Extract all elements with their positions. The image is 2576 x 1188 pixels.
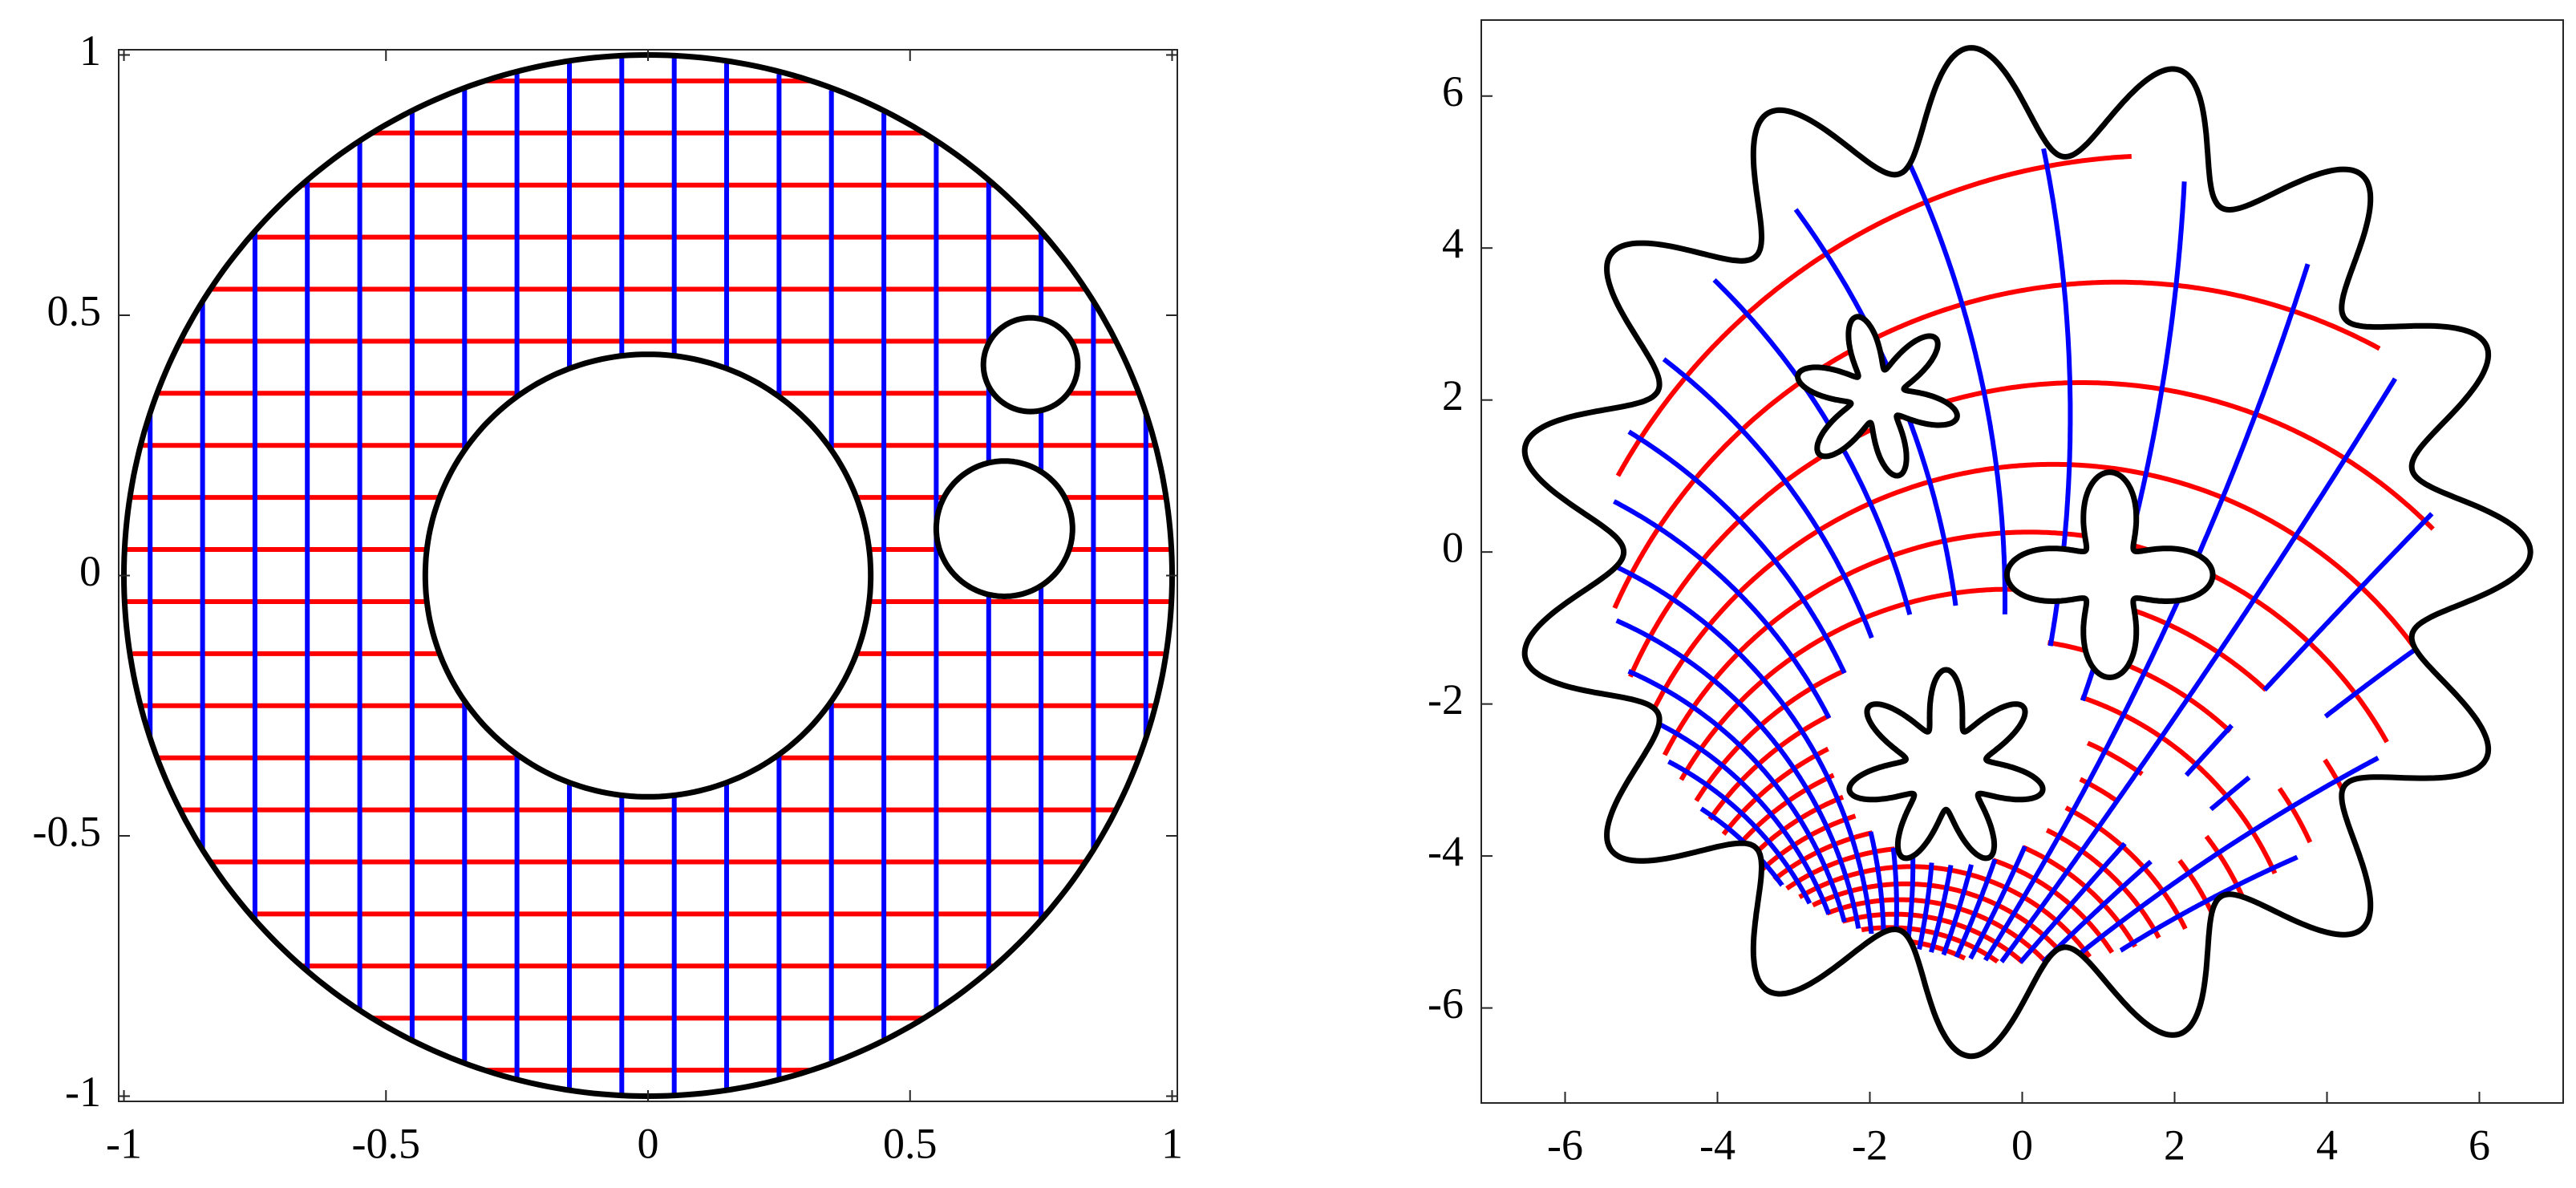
x-tick-label: -0.5 [352, 1119, 420, 1167]
mapped-vertical-line [1667, 759, 1813, 905]
mapped-horizontal-line [2064, 805, 2188, 931]
x-tick-label: -1 [106, 1119, 142, 1167]
mapped-vertical-line [1954, 858, 1998, 959]
mapped-horizontal-line [2277, 787, 2313, 844]
y-tick-label: 2 [1442, 371, 1464, 420]
x-tick-label: -6 [1547, 1121, 1583, 1169]
mapped-horizontal-line [1798, 864, 2092, 959]
mapped-vertical-line [1905, 156, 2007, 614]
mapped-horizontal-line [1645, 461, 2423, 724]
mapped-lines [1610, 148, 2435, 964]
mapped-vertical-line [2323, 641, 2425, 719]
mapped-horizontal-line [1748, 794, 1845, 862]
inner-boundary [933, 458, 1075, 600]
mapped-horizontal-line [1679, 586, 2268, 781]
mapped-vertical-line [1662, 357, 1874, 639]
inner-boundary [1795, 314, 1960, 479]
mapped-vertical-line [2071, 756, 2380, 962]
y-tick-label: 0 [79, 547, 101, 595]
mapped-vertical-line [1615, 618, 1861, 929]
x-tick-label: -4 [1699, 1121, 1736, 1169]
mapped-vertical-line [1627, 429, 1847, 675]
mapped-vertical-line [2262, 512, 2434, 692]
outer-boundary [1521, 45, 2533, 1060]
mapped-horizontal-line [2045, 828, 2161, 939]
mapped-vertical-line [1793, 208, 1958, 606]
y-tick-label: 4 [1442, 220, 1464, 268]
x-tick-label: 1 [1161, 1119, 1183, 1167]
mapped-vertical-line [1613, 499, 1832, 720]
inner-boundary [422, 351, 874, 800]
mapped-horizontal-line [1760, 813, 1857, 871]
mapped-horizontal-line [2204, 834, 2246, 899]
mapped-horizontal-line [1662, 529, 2389, 756]
y-tick-label: -0.5 [33, 807, 101, 855]
x-tick-label: 6 [2469, 1121, 2490, 1169]
y-tick-label: 0.5 [47, 286, 102, 335]
mapped-vertical-line [1929, 865, 1954, 953]
mapped-horizontal-line [1615, 154, 2132, 477]
inner-boundary [2004, 469, 2216, 681]
mapped-horizontal-line [1887, 937, 1966, 961]
mapped-vertical-line [2019, 841, 2127, 964]
mapped-vertical-line [1983, 263, 2311, 962]
x-tick-label: 0.5 [883, 1119, 938, 1167]
mapped-vertical-line [1968, 845, 2027, 960]
mapped-vertical-line [2184, 724, 2234, 777]
y-tick-label: 0 [1442, 524, 1464, 572]
x-tick-label: -2 [1852, 1121, 1888, 1169]
inner-boundary [980, 314, 1081, 415]
mapped-horizontal-line [2086, 740, 2144, 776]
y-tick-label: -2 [1428, 675, 1464, 724]
plot-1 [1521, 45, 2533, 1060]
mapped-vertical-line [2119, 854, 2299, 953]
mapped-vertical-line [1644, 715, 1831, 915]
mapped-horizontal-line [1694, 667, 1847, 802]
mapped-horizontal-line [1721, 746, 1829, 836]
x-tick-label: 4 [2316, 1121, 2338, 1169]
x-tick-label: 2 [2164, 1121, 2185, 1169]
plot-0 [120, 51, 1176, 1100]
mapped-vertical-line [1868, 831, 1886, 939]
inner-boundary [1846, 667, 2046, 862]
y-tick-label: 1 [79, 26, 101, 75]
mapped-horizontal-line [1825, 897, 2047, 964]
mapped-vertical-line [2209, 775, 2251, 812]
mapped-vertical-line [1905, 858, 1916, 947]
x-tick-label: 0 [2011, 1121, 2033, 1169]
y-tick-label: 6 [1442, 67, 1464, 116]
mapped-vertical-line [1941, 864, 1974, 956]
mapped-horizontal-line [1735, 772, 1835, 849]
mapped-vertical-line [1917, 862, 1934, 951]
mapped-vertical-line [1610, 562, 1874, 935]
x-tick-label: 0 [638, 1119, 659, 1167]
mapped-vertical-line [1999, 377, 2398, 964]
y-tick-label: -1 [65, 1068, 101, 1116]
mapped-horizontal-line [2080, 695, 2278, 874]
y-tick-label: -4 [1428, 827, 1464, 875]
mapped-horizontal-line [2177, 858, 2216, 917]
y-tick-label: -6 [1428, 979, 1464, 1028]
mapped-vertical-line [1712, 278, 1913, 616]
mapped-vertical-line [1627, 669, 1847, 923]
